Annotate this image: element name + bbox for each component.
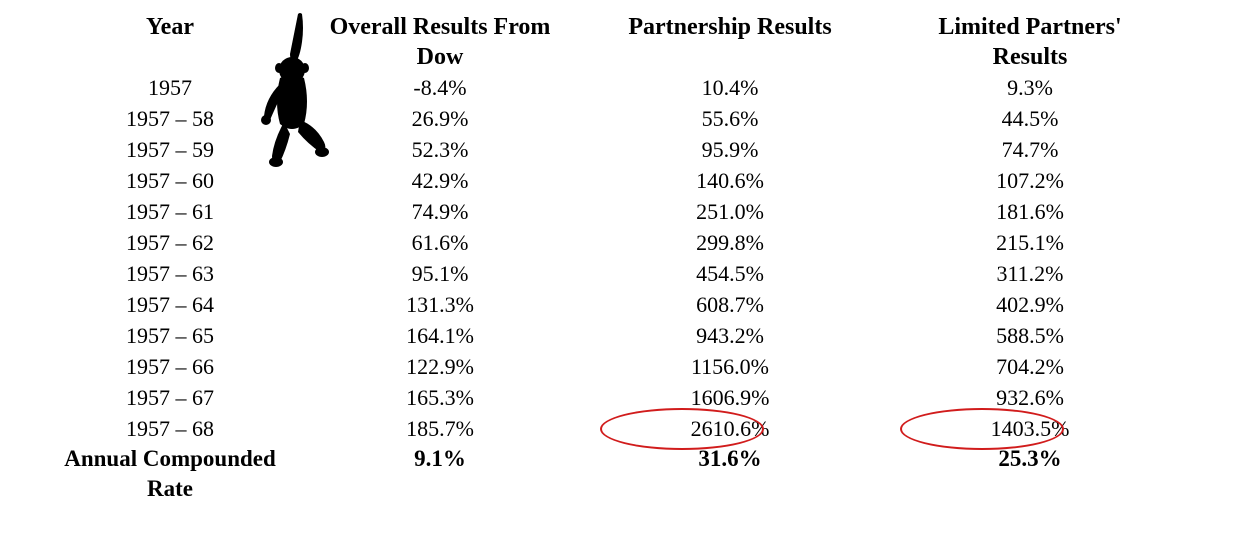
table-body: 1957 -8.4% 10.4% 9.3% 1957 – 58 26.9% 55… [40,72,1180,504]
cell-lp: 9.3% [880,72,1180,103]
page-root: Year Overall Results From Dow Partnershi… [0,0,1240,556]
cell-dow: 52.3% [300,134,580,165]
cell-year: 1957 – 66 [40,351,300,382]
cell-partnership: 10.4% [580,72,880,103]
footer-label-text: Annual Compounded [64,446,276,471]
cell-lp: 588.5% [880,320,1180,351]
cell-lp: 402.9% [880,289,1180,320]
cell-lp: 107.2% [880,165,1180,196]
header-text: Limited Partners' [938,14,1121,40]
cell-year: 1957 – 60 [40,165,300,196]
cell-lp: 44.5% [880,103,1180,134]
cell-partnership: 943.2% [580,320,880,351]
cell-dow: 74.9% [300,196,580,227]
table-row: 1957 – 61 74.9% 251.0% 181.6% [40,196,1180,227]
col-header-partnership: Partnership Results [580,12,880,72]
table-row: 1957 – 68 185.7% 2610.6% 1403.5% [40,413,1180,444]
table-row: 1957 – 65 164.1% 943.2% 588.5% [40,320,1180,351]
cell-footer-partnership: 31.6% [580,444,880,504]
header-text: Partnership Results [628,14,831,40]
cell-lp: 932.6% [880,382,1180,413]
cell-year: 1957 [40,72,300,103]
table-row: 1957 – 58 26.9% 55.6% 44.5% [40,103,1180,134]
cell-year: 1957 – 63 [40,258,300,289]
cell-dow: 164.1% [300,320,580,351]
table-row: 1957 -8.4% 10.4% 9.3% [40,72,1180,103]
table-row: 1957 – 62 61.6% 299.8% 215.1% [40,227,1180,258]
cell-year: 1957 – 65 [40,320,300,351]
cell-dow: 95.1% [300,258,580,289]
cell-partnership: 454.5% [580,258,880,289]
header-text: Year [146,14,194,40]
cell-dow: 26.9% [300,103,580,134]
cell-footer-label: Annual Compounded Rate [40,444,300,504]
cell-partnership: 1156.0% [580,351,880,382]
cell-partnership: 55.6% [580,103,880,134]
cell-year: 1957 – 59 [40,134,300,165]
col-header-year: Year [40,12,300,72]
cell-dow: 185.7% [300,413,580,444]
header-text: Overall Results From [330,14,551,40]
table-header: Year Overall Results From Dow Partnershi… [40,12,1180,72]
cell-lp: 704.2% [880,351,1180,382]
col-header-lp: Limited Partners' Results [880,12,1180,72]
cell-partnership: 299.8% [580,227,880,258]
cell-partnership: 251.0% [580,196,880,227]
cell-dow: 165.3% [300,382,580,413]
table-row: 1957 – 64 131.3% 608.7% 402.9% [40,289,1180,320]
cell-partnership: 95.9% [580,134,880,165]
header-text: Results [993,44,1068,70]
cell-year: 1957 – 64 [40,289,300,320]
col-header-dow: Overall Results From Dow [300,12,580,72]
cell-lp: 181.6% [880,196,1180,227]
cell-year: 1957 – 61 [40,196,300,227]
header-text: Dow [417,44,464,70]
results-table: Year Overall Results From Dow Partnershi… [40,12,1180,504]
cell-footer-dow: 9.1% [300,444,580,504]
footer-label-text: Rate [147,476,193,501]
cell-partnership: 140.6% [580,165,880,196]
table-row: 1957 – 66 122.9% 1156.0% 704.2% [40,351,1180,382]
cell-dow: -8.4% [300,72,580,103]
cell-footer-lp: 25.3% [880,444,1180,504]
cell-lp: 74.7% [880,134,1180,165]
cell-year: 1957 – 62 [40,227,300,258]
cell-dow: 61.6% [300,227,580,258]
cell-lp: 1403.5% [880,413,1180,444]
cell-dow: 122.9% [300,351,580,382]
cell-lp: 311.2% [880,258,1180,289]
table-footer-row: Annual Compounded Rate 9.1% 31.6% 25.3% [40,444,1180,504]
cell-year: 1957 – 68 [40,413,300,444]
cell-dow: 131.3% [300,289,580,320]
cell-year: 1957 – 58 [40,103,300,134]
table-row: 1957 – 60 42.9% 140.6% 107.2% [40,165,1180,196]
cell-dow: 42.9% [300,165,580,196]
table-row: 1957 – 67 165.3% 1606.9% 932.6% [40,382,1180,413]
cell-year: 1957 – 67 [40,382,300,413]
table-row: 1957 – 59 52.3% 95.9% 74.7% [40,134,1180,165]
cell-partnership: 2610.6% [580,413,880,444]
cell-lp: 215.1% [880,227,1180,258]
table-row: 1957 – 63 95.1% 454.5% 311.2% [40,258,1180,289]
cell-partnership: 608.7% [580,289,880,320]
cell-partnership: 1606.9% [580,382,880,413]
